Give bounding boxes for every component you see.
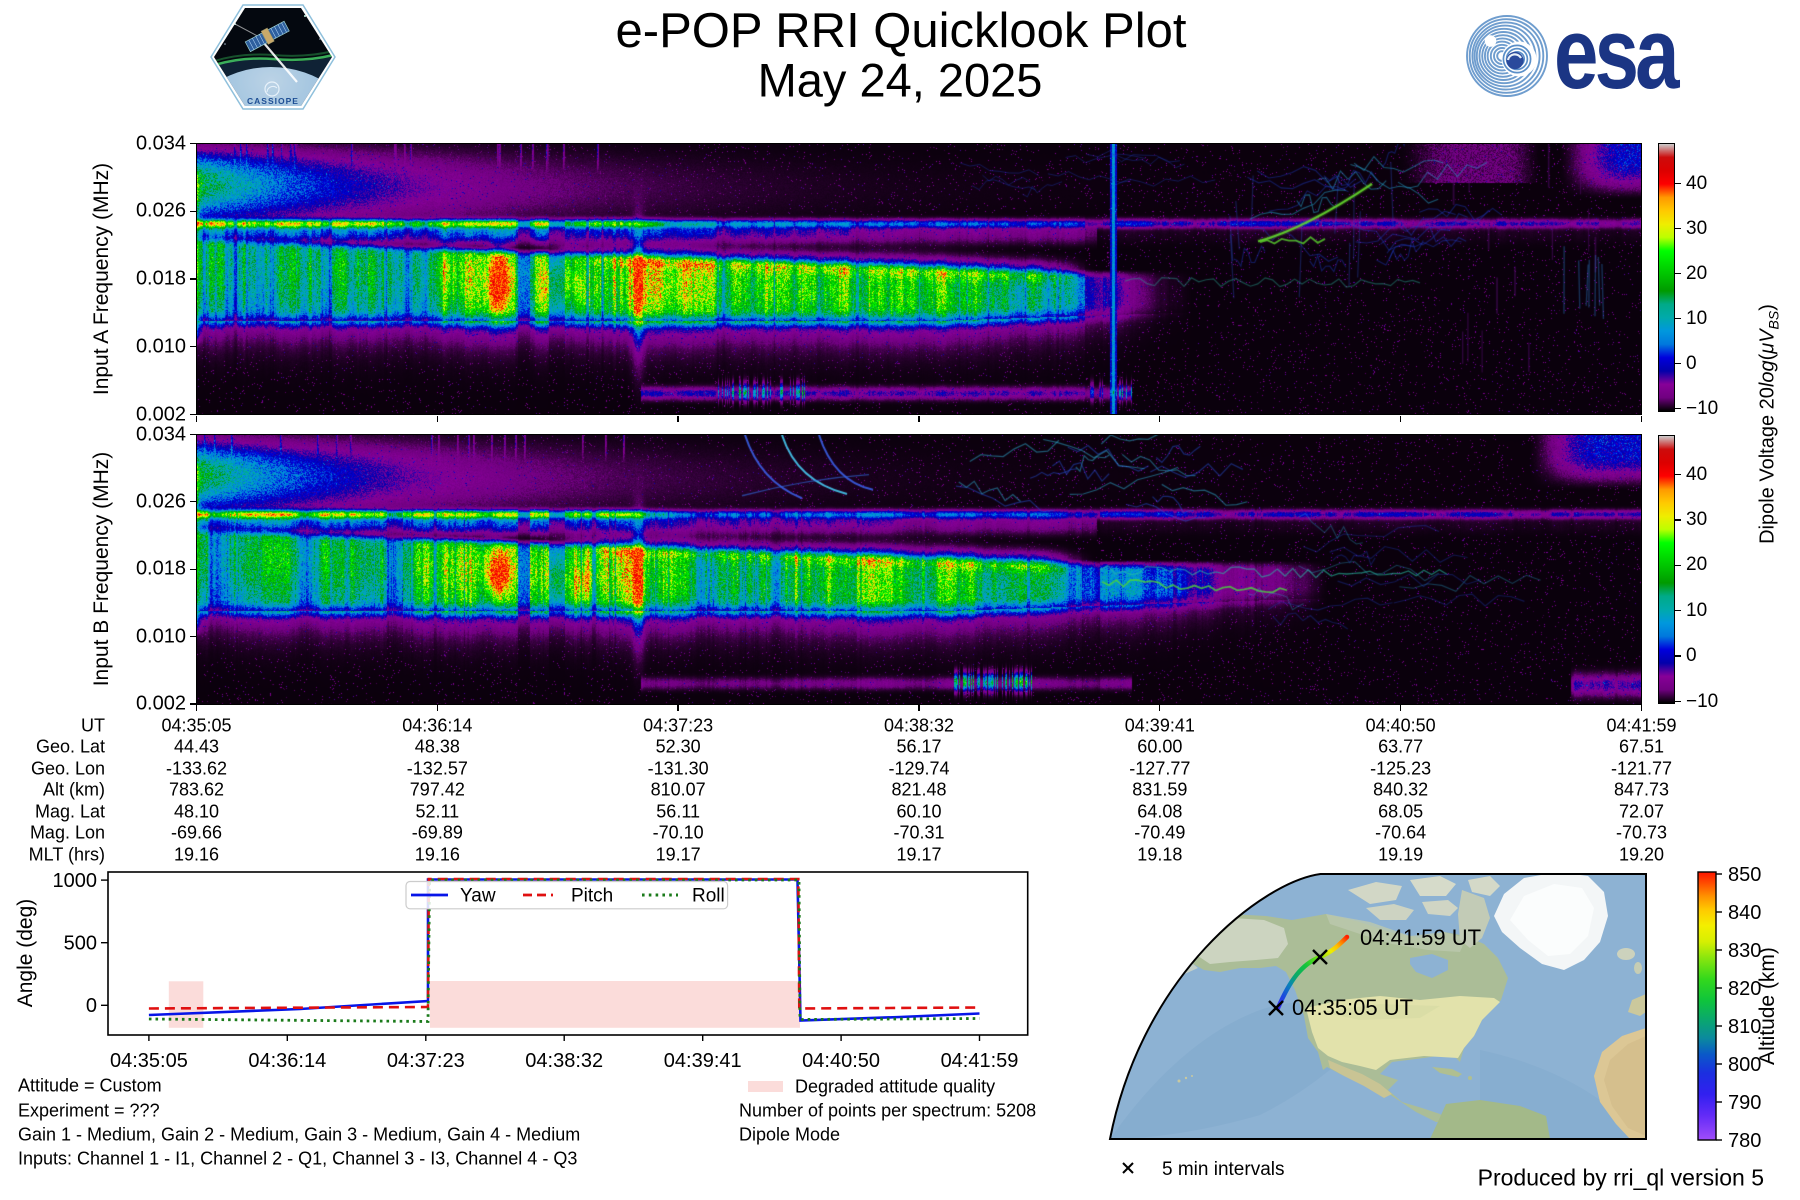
svg-text:820: 820 bbox=[1728, 978, 1761, 1000]
svg-text:0: 0 bbox=[86, 995, 97, 1017]
svg-text:850: 850 bbox=[1728, 864, 1761, 886]
svg-text:780: 780 bbox=[1728, 1130, 1761, 1152]
svg-text:5 min intervals: 5 min intervals bbox=[1162, 1159, 1285, 1180]
svg-text:esa: esa bbox=[1554, 10, 1681, 105]
svg-text:500: 500 bbox=[64, 933, 97, 955]
svg-text:04:35:05 UT: 04:35:05 UT bbox=[1292, 995, 1413, 1020]
svg-text:Pitch: Pitch bbox=[571, 886, 613, 907]
svg-text:800: 800 bbox=[1728, 1054, 1761, 1076]
svg-text:Yaw: Yaw bbox=[460, 886, 496, 907]
svg-text:04:41:59: 04:41:59 bbox=[941, 1050, 1019, 1070]
svg-text:04:38:32: 04:38:32 bbox=[525, 1050, 603, 1070]
svg-text:810: 810 bbox=[1728, 1016, 1761, 1038]
svg-text:04:37:23: 04:37:23 bbox=[387, 1050, 465, 1070]
svg-text:790: 790 bbox=[1728, 1092, 1761, 1114]
svg-text:04:41:59 UT: 04:41:59 UT bbox=[1360, 925, 1481, 950]
svg-text:840: 840 bbox=[1728, 902, 1761, 924]
svg-text:830: 830 bbox=[1728, 940, 1761, 962]
svg-text:1000: 1000 bbox=[53, 870, 98, 892]
svg-text:04:39:41: 04:39:41 bbox=[664, 1050, 742, 1070]
svg-text:Angle (deg): Angle (deg) bbox=[14, 899, 37, 1008]
svg-text:Roll: Roll bbox=[692, 886, 725, 907]
svg-text:CASSIOPE: CASSIOPE bbox=[247, 96, 299, 106]
svg-text:Altitude (km): Altitude (km) bbox=[1756, 947, 1779, 1065]
svg-text:04:40:50: 04:40:50 bbox=[802, 1050, 880, 1070]
svg-text:04:35:05: 04:35:05 bbox=[110, 1050, 188, 1070]
svg-text:04:36:14: 04:36:14 bbox=[248, 1050, 326, 1070]
